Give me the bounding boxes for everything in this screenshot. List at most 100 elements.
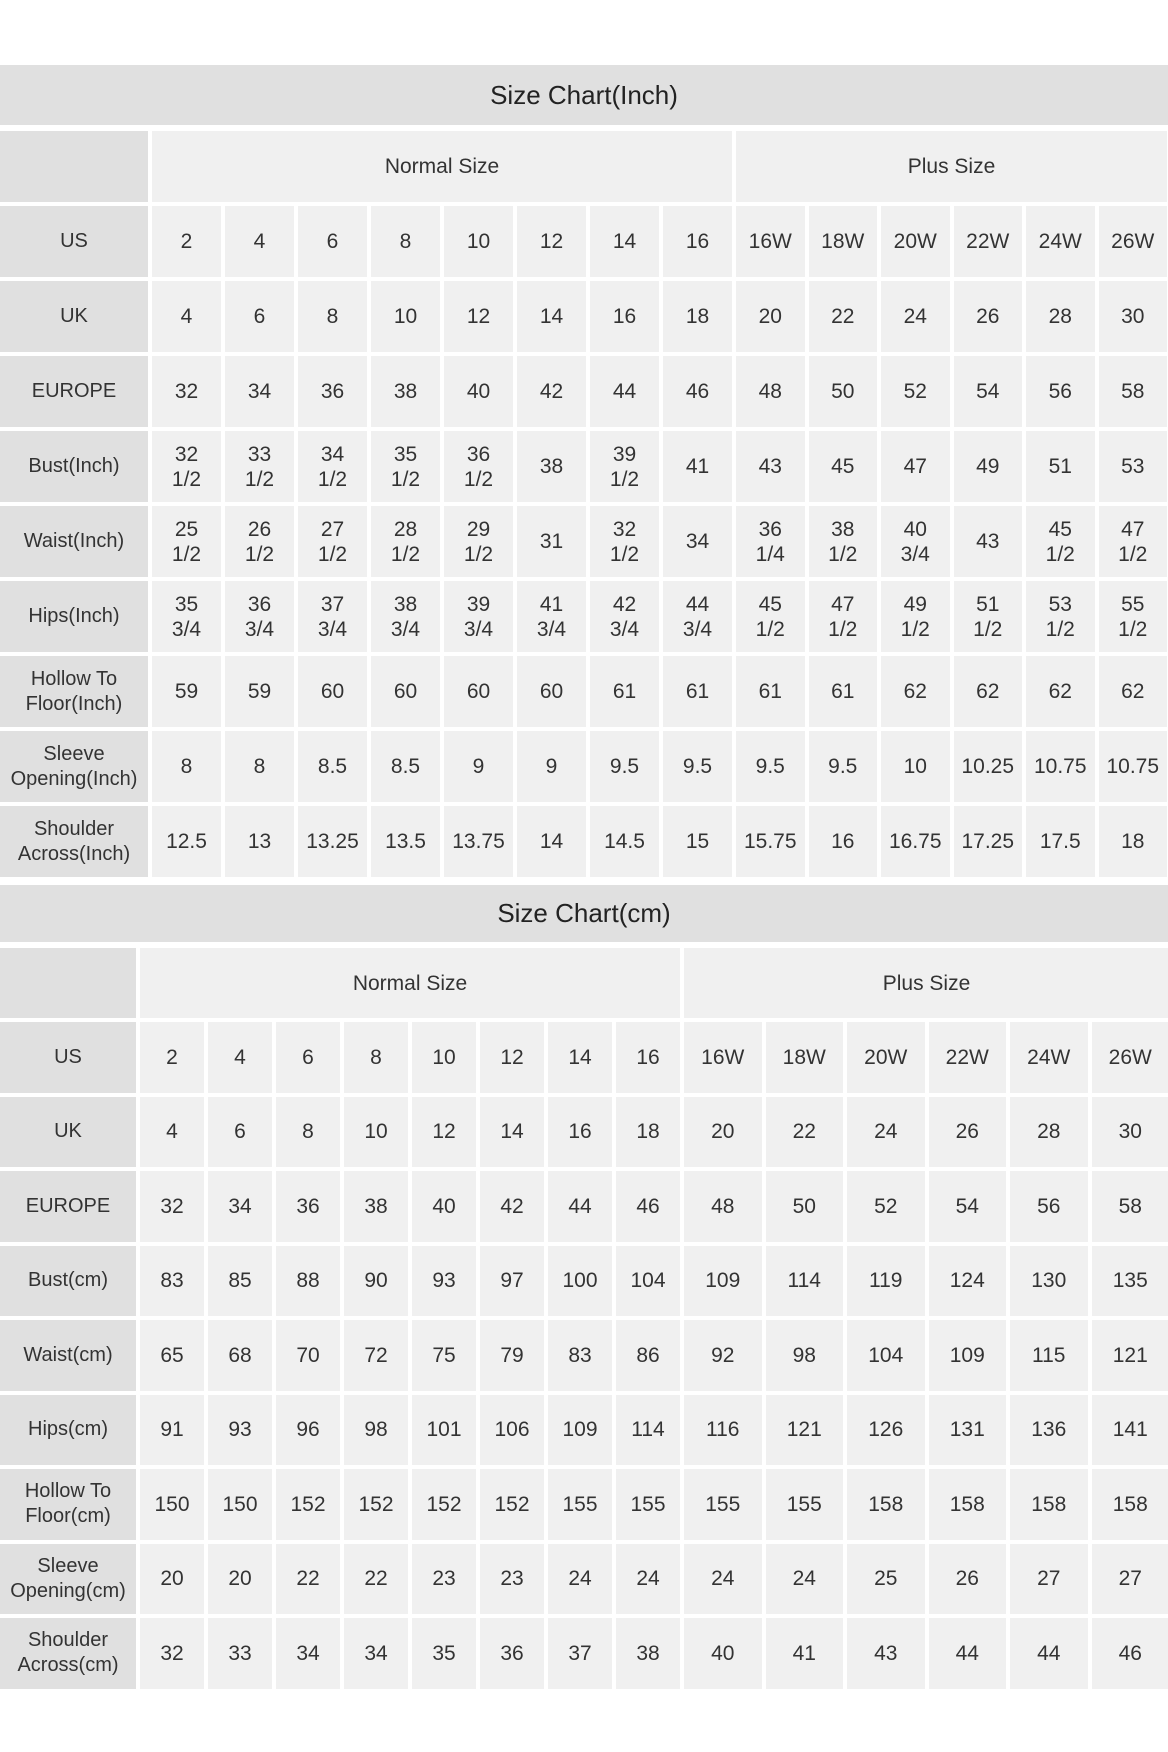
group-header-plus: Plus Size <box>684 948 1168 1018</box>
size-value: 8 <box>371 206 440 277</box>
row-label: US <box>0 1022 136 1093</box>
size-value: 61 <box>736 656 805 727</box>
size-value: 9.5 <box>736 731 805 802</box>
size-value: 52 <box>847 1171 925 1242</box>
size-value: 13.75 <box>444 806 513 877</box>
size-value: 152 <box>480 1469 544 1540</box>
size-value: 10.75 <box>1026 731 1095 802</box>
size-value: 114 <box>765 1245 843 1316</box>
size-value: 72 <box>344 1320 408 1391</box>
size-value: 14 <box>548 1022 612 1093</box>
size-value: 22 <box>344 1543 408 1614</box>
size-value: 22W <box>953 206 1022 277</box>
size-value: 29 1/2 <box>444 506 513 577</box>
size-value: 51 1/2 <box>953 581 1022 652</box>
size-value: 40 <box>684 1618 762 1689</box>
size-value: 35 1/2 <box>371 431 440 502</box>
size-value: 44 <box>1010 1618 1088 1689</box>
size-value: 59 <box>152 656 221 727</box>
row-label: US <box>0 206 148 277</box>
size-value: 36 <box>276 1171 340 1242</box>
size-value: 96 <box>276 1394 340 1465</box>
size-value: 32 1/2 <box>590 506 659 577</box>
size-value: 14 <box>517 806 586 877</box>
row-label: Shoulder Across(Inch) <box>0 806 148 877</box>
size-value: 8 <box>276 1096 340 1167</box>
size-value: 26 <box>928 1096 1006 1167</box>
size-value: 14 <box>517 281 586 352</box>
size-value: 8.5 <box>371 731 440 802</box>
size-value: 141 <box>1091 1394 1168 1465</box>
size-value: 109 <box>548 1394 612 1465</box>
size-value: 37 <box>548 1618 612 1689</box>
size-value: 15 <box>663 806 732 877</box>
size-value: 24 <box>765 1543 843 1614</box>
size-value: 158 <box>1091 1469 1168 1540</box>
size-value: 93 <box>412 1245 476 1316</box>
size-value: 109 <box>684 1245 762 1316</box>
size-value: 18W <box>808 206 877 277</box>
size-value: 47 1/2 <box>808 581 877 652</box>
size-value: 79 <box>480 1320 544 1391</box>
size-value: 60 <box>517 656 586 727</box>
size-value: 37 3/4 <box>298 581 367 652</box>
size-value: 6 <box>208 1096 272 1167</box>
size-value: 42 <box>517 356 586 427</box>
size-value: 56 <box>1010 1171 1088 1242</box>
size-value: 8 <box>298 281 367 352</box>
size-value: 60 <box>298 656 367 727</box>
size-value: 16W <box>684 1022 762 1093</box>
size-value: 97 <box>480 1245 544 1316</box>
size-value: 6 <box>276 1022 340 1093</box>
size-value: 24 <box>616 1543 680 1614</box>
size-value: 8 <box>152 731 221 802</box>
size-value: 46 <box>1091 1618 1168 1689</box>
size-value: 34 <box>276 1618 340 1689</box>
size-value: 51 <box>1026 431 1095 502</box>
size-value: 34 <box>663 506 732 577</box>
size-value: 70 <box>276 1320 340 1391</box>
group-header-normal: Normal Size <box>140 948 680 1018</box>
size-value: 88 <box>276 1245 340 1316</box>
size-value: 44 <box>590 356 659 427</box>
size-value: 36 3/4 <box>225 581 294 652</box>
chart-title: Size Chart(cm) <box>0 885 1168 942</box>
size-value: 9.5 <box>808 731 877 802</box>
size-value: 32 <box>152 356 221 427</box>
size-value: 155 <box>765 1469 843 1540</box>
size-value: 85 <box>208 1245 272 1316</box>
row-label: UK <box>0 281 148 352</box>
size-value: 101 <box>412 1394 476 1465</box>
size-value: 34 1/2 <box>298 431 367 502</box>
size-value: 116 <box>684 1394 762 1465</box>
size-value: 8 <box>225 731 294 802</box>
size-value: 104 <box>847 1320 925 1391</box>
size-value: 32 <box>140 1171 204 1242</box>
size-value: 20 <box>736 281 805 352</box>
size-value: 62 <box>1026 656 1095 727</box>
size-value: 44 <box>928 1618 1006 1689</box>
size-value: 158 <box>1010 1469 1088 1540</box>
size-value: 83 <box>548 1320 612 1391</box>
size-value: 17.5 <box>1026 806 1095 877</box>
size-value: 98 <box>765 1320 843 1391</box>
size-value: 93 <box>208 1394 272 1465</box>
size-value: 18 <box>1098 806 1167 877</box>
size-value: 42 <box>480 1171 544 1242</box>
size-value: 36 <box>298 356 367 427</box>
size-value: 59 <box>225 656 294 727</box>
size-value: 43 <box>847 1618 925 1689</box>
size-value: 12 <box>444 281 513 352</box>
size-value: 52 <box>881 356 950 427</box>
size-value: 12 <box>480 1022 544 1093</box>
size-value: 49 <box>953 431 1022 502</box>
size-value: 4 <box>140 1096 204 1167</box>
size-value: 47 1/2 <box>1098 506 1167 577</box>
size-value: 10 <box>444 206 513 277</box>
size-value: 16W <box>736 206 805 277</box>
size-value: 4 <box>152 281 221 352</box>
size-value: 60 <box>444 656 513 727</box>
size-value: 41 3/4 <box>517 581 586 652</box>
size-value: 54 <box>928 1171 1006 1242</box>
size-value: 18 <box>663 281 732 352</box>
